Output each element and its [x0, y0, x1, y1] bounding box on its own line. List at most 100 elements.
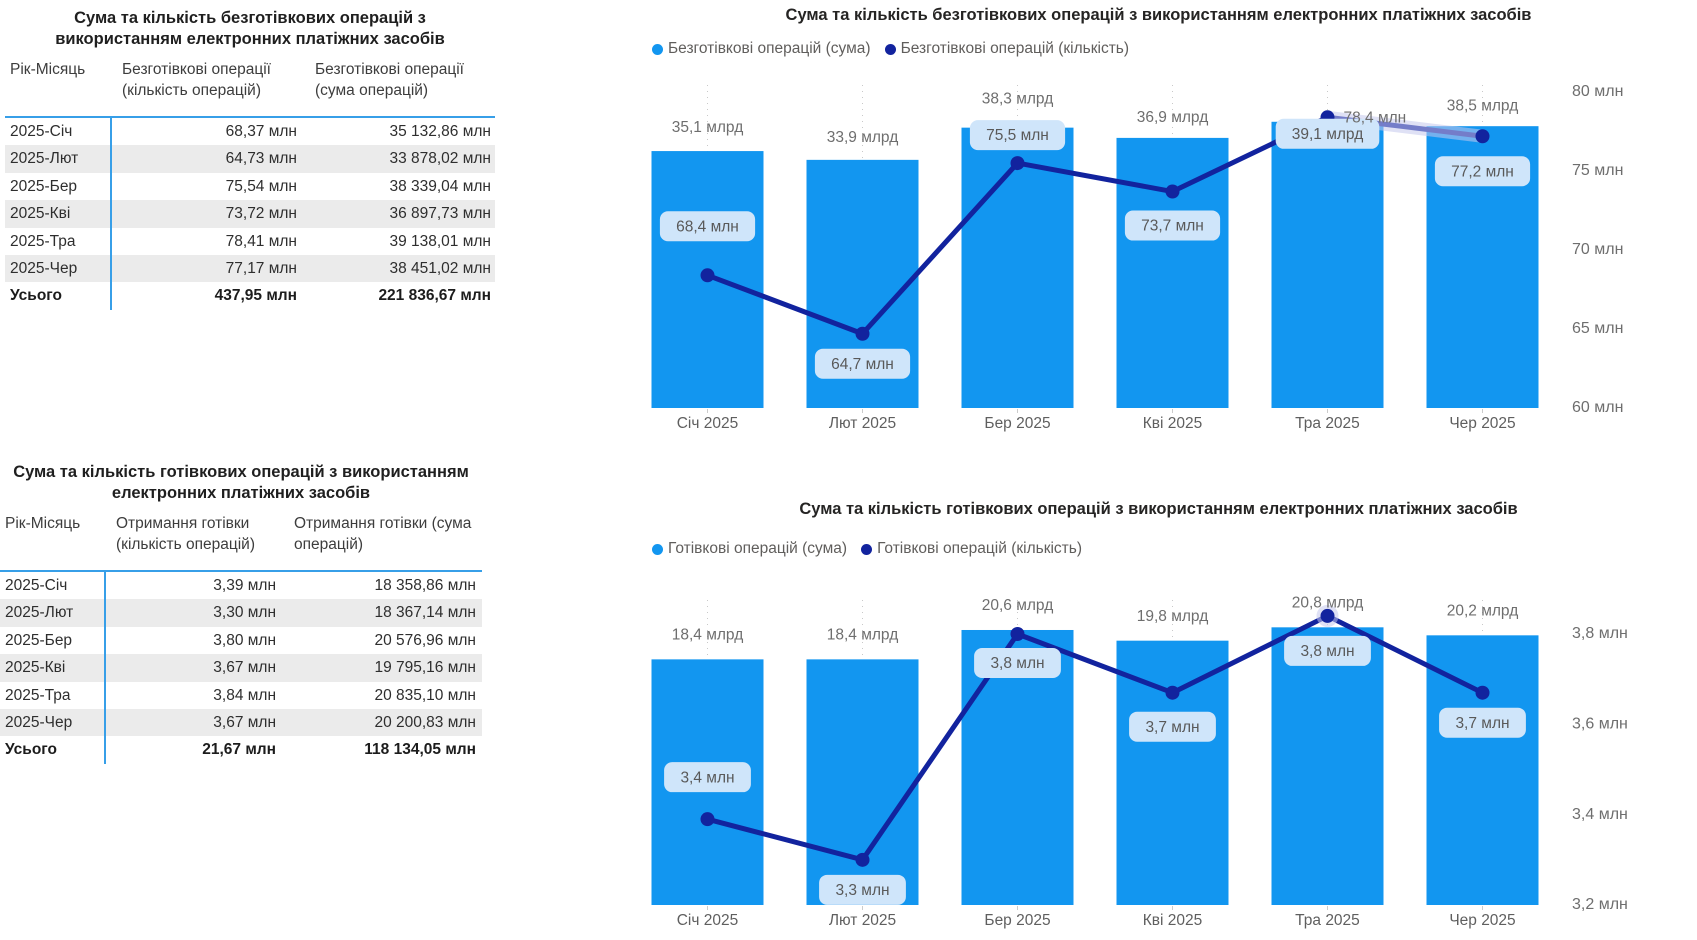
cell-count: 77,17 млн — [225, 260, 297, 278]
line-label: 78,4 млн — [1344, 109, 1407, 126]
table-row[interactable]: 2025-Лют 3,30 млн 18 367,14 млн — [0, 599, 482, 627]
legend-label: Готівкові операцій (сума) — [668, 540, 848, 557]
table-row[interactable]: 2025-Бер 3,80 млн 20 576,96 млн — [0, 626, 482, 655]
x-axis-label: Чер 2025 — [1449, 912, 1515, 929]
cell-sum: 38 451,02 млн — [389, 260, 491, 278]
bar-Тра 2025[interactable] — [1271, 121, 1384, 409]
table-row[interactable]: 2025-Кві 3,67 млн 19 795,16 млн — [0, 654, 482, 682]
table-row[interactable]: 2025-Тра 78,41 млн 39 138,01 млн — [5, 227, 495, 256]
bar-label: 19,8 млрд — [1137, 608, 1208, 625]
y-axis-tick-label: 75 млн — [1572, 162, 1623, 179]
table-row[interactable]: 2025-Січ 3,39 млн 18 358,86 млн — [0, 572, 482, 600]
cell-sum: 118 134,05 млн — [364, 741, 476, 759]
y-axis-tick-label: 3,4 млн — [1572, 806, 1628, 823]
line-label: 75,5 млн — [986, 127, 1049, 144]
cell-month: 2025-Лют — [5, 145, 112, 173]
line-point-Лют 2025[interactable] — [855, 326, 870, 341]
table-total-row: Усього 21,67 млн 118 134,05 млн — [0, 736, 482, 764]
cell-count: 78,41 млн — [225, 232, 297, 250]
cell-count: 68,37 млн — [225, 123, 297, 141]
table-row[interactable]: 2025-Тра 3,84 млн 20 835,10 млн — [0, 681, 482, 710]
legend-item-sum[interactable]: Готівкові операцій (сума) — [652, 540, 847, 558]
column-header-count[interactable]: Безготівкові операції (кількість операці… — [122, 61, 271, 100]
table-title: Сума та кількість готівкових операцій з … — [13, 463, 469, 502]
y-axis-tick-label: 3,6 млн — [1572, 716, 1628, 733]
cell-count: 3,39 млн — [213, 577, 276, 595]
x-axis-label: Січ 2025 — [677, 415, 739, 432]
line-label: 3,4 млн — [680, 769, 734, 786]
line-label: 3,3 млн — [835, 882, 889, 899]
table-total-row: Усього 437,95 млн 221 836,67 млн — [5, 282, 495, 310]
column-header-sum[interactable]: Безготівкові операції (сума операцій) — [315, 61, 464, 100]
legend-item-count[interactable]: Безготівкові операцій (кількість) — [884, 40, 1129, 58]
line-point-Січ 2025[interactable] — [700, 268, 715, 283]
cell-month: 2025-Січ — [5, 118, 112, 146]
table-row[interactable]: 2025-Січ 68,37 млн 35 132,86 млн — [5, 118, 495, 146]
column-header-month[interactable]: Рік-Місяць — [10, 61, 86, 79]
x-axis-label: Кві 2025 — [1143, 415, 1203, 432]
column-header-sum[interactable]: Отримання готівки (сума операцій) — [294, 515, 472, 554]
column-header-month[interactable]: Рік-Місяць — [5, 515, 81, 533]
bar-Чер 2025[interactable] — [1426, 635, 1539, 905]
cell-sum: 18 367,14 млн — [374, 604, 476, 622]
table-title: Сума та кількість безготівкових операцій… — [55, 9, 445, 48]
table-row[interactable]: 2025-Кві 73,72 млн 36 897,73 млн — [5, 200, 495, 228]
bar-label: 36,9 млрд — [1137, 109, 1208, 126]
bar-Кві 2025[interactable] — [1116, 137, 1229, 408]
table-row[interactable]: 2025-Лют 64,73 млн 33 878,02 млн — [5, 145, 495, 173]
cell-sum: 19 795,16 млн — [374, 659, 476, 677]
legend-item-count[interactable]: Готівкові операцій (кількість) — [861, 540, 1082, 558]
line-point-Бер 2025[interactable] — [1010, 627, 1025, 641]
line-point-Кві 2025[interactable] — [1165, 184, 1180, 199]
legend-item-sum[interactable]: Безготівкові операцій (сума) — [652, 40, 871, 58]
cell-count: 3,67 млн — [213, 714, 276, 732]
line-point-Тра 2025[interactable] — [1320, 608, 1335, 623]
line-label: 3,7 млн — [1455, 715, 1509, 732]
legend-dot-icon — [861, 543, 873, 555]
table-row[interactable]: 2025-Чер 77,17 млн 38 451,02 млн — [5, 255, 495, 283]
bar-Бер 2025[interactable] — [961, 127, 1074, 409]
cell-sum: 20 200,83 млн — [374, 714, 476, 732]
line-point-Кві 2025[interactable] — [1165, 685, 1180, 700]
cell-sum: 18 358,86 млн — [374, 577, 476, 595]
line-point-Січ 2025[interactable] — [700, 812, 715, 827]
cell-sum: 39 138,01 млн — [389, 232, 491, 250]
line-point-Бер 2025[interactable] — [1010, 156, 1025, 171]
line-point-Лют 2025[interactable] — [855, 852, 870, 867]
legend-dot-icon — [884, 43, 896, 55]
line-label: 3,8 млн — [1300, 643, 1354, 660]
chart-title: Сума та кількість безготівкових операцій… — [785, 6, 1532, 24]
bar-label: 18,4 млрд — [672, 626, 743, 643]
legend-label: Готівкові операцій (кількість) — [877, 540, 1083, 557]
line-label-box — [819, 874, 906, 905]
table-row[interactable]: 2025-Бер 75,54 млн 38 339,04 млн — [5, 172, 495, 201]
cell-sum: 20 576,96 млн — [374, 631, 476, 649]
line-point-Чер 2025[interactable] — [1475, 685, 1490, 700]
line-point-Чер 2025[interactable] — [1475, 129, 1490, 144]
table-header: Рік-Місяць Отримання готівки (кількість … — [0, 514, 482, 570]
cell-month: 2025-Тра — [5, 227, 112, 256]
chart-canvas: 3,8 млн 3,6 млн 3,4 млн 3,2 млн Січ 2025 Лют … — [651, 594, 1628, 929]
line-label: 68,4 млн — [676, 218, 739, 235]
cell-month: Усього — [5, 282, 112, 310]
column-header-count[interactable]: Отримання готівки (кількість операцій) — [116, 515, 255, 554]
line-label-box — [664, 762, 751, 793]
table-row[interactable]: 2025-Чер 3,67 млн 20 200,83 млн — [0, 709, 482, 737]
cell-count: 75,54 млн — [225, 177, 297, 195]
bar-label: 20,8 млрд — [1292, 594, 1363, 611]
bar-Лют 2025[interactable] — [806, 659, 919, 905]
bar-Кві 2025[interactable] — [1116, 640, 1229, 905]
line-label-box — [1124, 210, 1221, 241]
cell-count: 3,67 млн — [213, 659, 276, 677]
x-axis-label: Тра 2025 — [1295, 912, 1360, 929]
bar-label: 39,1 млрд — [1292, 126, 1363, 143]
line-label-box — [1439, 707, 1526, 738]
line-series[interactable] — [705, 613, 1485, 863]
line-label-box — [659, 211, 756, 242]
chart-legend: Готівкові операцій (сума) Готівкові опера… — [652, 540, 1082, 558]
cell-month: 2025-Бер — [0, 626, 106, 655]
chart-canvas: 80 млн 75 млн 70 млн 65 млн 60 млн Січ 2025 Лю… — [651, 83, 1623, 432]
bar-Тра 2025[interactable] — [1271, 627, 1384, 905]
line-label: 73,7 млн — [1141, 218, 1204, 235]
legend-dot-icon — [652, 43, 663, 55]
